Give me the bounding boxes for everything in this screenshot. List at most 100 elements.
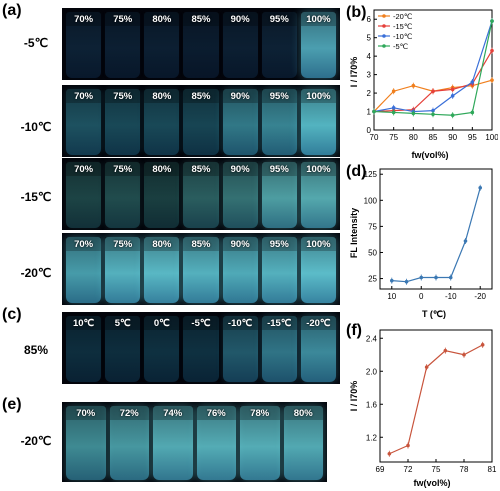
vial-photo-row-2: 70% 75% 80% 85% 90% 95% 100%: [62, 85, 340, 157]
vial-photo-fraction: 70% 72% 74% 76% 78% 80%: [62, 402, 327, 482]
legend-marker: [382, 24, 386, 28]
legend-entry: -10℃: [393, 32, 413, 41]
vial: 80%: [144, 12, 180, 78]
data-point: [406, 443, 410, 448]
vial-label: 0℃: [153, 318, 170, 329]
vial: 90%: [222, 89, 258, 155]
vial-neck: [261, 162, 297, 176]
series-line: [373, 20, 493, 116]
vial: 75%: [105, 237, 141, 303]
chart-b-ylabel: I / I70%: [349, 57, 359, 88]
vial-label: 95%: [269, 91, 289, 102]
vial-neck: [222, 162, 258, 176]
vial: -10℃: [222, 316, 258, 382]
vial-neck: [105, 162, 141, 176]
vial-label: 95%: [269, 14, 289, 25]
data-point: [470, 110, 475, 115]
vial-neck: [183, 316, 219, 330]
vial-neck: [153, 406, 193, 420]
vial-neck: [261, 316, 297, 330]
plot-frame: [379, 168, 493, 290]
vial-label: 85%: [191, 164, 211, 175]
vial-label: 100%: [306, 91, 331, 102]
vial: 0℃: [144, 316, 180, 382]
panel-label-b: (b): [346, 4, 367, 21]
vial-neck: [183, 162, 219, 176]
row-label-minus15: -15℃: [20, 190, 52, 204]
vial: 80%: [283, 406, 323, 480]
legend-marker: [382, 14, 386, 18]
vial: 70%: [66, 237, 102, 303]
vial: 75%: [105, 89, 141, 155]
vial-neck: [66, 316, 102, 330]
vial-label: 85%: [191, 239, 211, 250]
row-label-minus5: -5℃: [23, 36, 49, 50]
vial-neck: [105, 237, 141, 251]
vial: 80%: [144, 237, 180, 303]
legend-marker: [382, 34, 386, 38]
vial-neck: [261, 12, 297, 26]
vial-neck: [66, 162, 102, 176]
data-point: [387, 451, 392, 456]
vial-label: 80%: [152, 164, 172, 175]
vial-label: -10℃: [227, 318, 253, 329]
y-tick-label: 3: [367, 71, 372, 80]
data-point: [490, 48, 494, 53]
vial-label: 85%: [191, 14, 211, 25]
y-tick-label: 25: [368, 275, 377, 284]
vial-neck: [300, 12, 336, 26]
row-label-85: 85%: [23, 343, 49, 357]
data-point: [411, 83, 416, 88]
vial: 95%: [261, 89, 297, 155]
data-point: [450, 113, 455, 118]
data-point: [431, 112, 435, 117]
vial-label: 70%: [74, 14, 94, 25]
vial: 100%: [300, 237, 336, 303]
data-point: [372, 109, 376, 114]
vial-label: 90%: [230, 239, 250, 250]
data-point: [419, 275, 424, 280]
vial-neck: [261, 89, 297, 103]
y-tick-label: 2: [367, 89, 372, 98]
vial-label: 80%: [152, 14, 172, 25]
vial: 80%: [144, 162, 180, 228]
data-point: [391, 89, 396, 94]
vial-neck: [183, 12, 219, 26]
series-line: [373, 79, 493, 112]
data-point: [450, 94, 455, 98]
x-tick-label: 10: [387, 292, 396, 301]
vial-label: 90%: [230, 164, 250, 175]
y-tick-label: 0: [367, 126, 372, 135]
panel-label-f: (f): [346, 322, 362, 339]
series-line: [373, 20, 493, 113]
y-tick-label: 1.6: [366, 400, 378, 409]
y-tick-label: 75: [368, 222, 377, 231]
vial: 85%: [183, 162, 219, 228]
vial-label: -20℃: [306, 318, 331, 329]
x-tick-label: 69: [376, 465, 385, 474]
vial-label: -5℃: [191, 318, 211, 329]
vial-neck: [66, 89, 102, 103]
vial: 100%: [300, 162, 336, 228]
vial: 85%: [183, 89, 219, 155]
vial: 90%: [222, 12, 258, 78]
data-point: [424, 365, 429, 369]
vial-label: 100%: [306, 14, 331, 25]
legend-marker: [382, 44, 386, 48]
vial-label: 90%: [230, 14, 250, 25]
chart-b: 70 75 80 85 90 95 100 0 1 2 3 4 5 6 -20℃-15℃-10℃-5℃ f…: [349, 9, 498, 160]
x-tick-label: 0: [419, 292, 424, 301]
chart-d-ylabel: FL Intensity: [349, 208, 359, 258]
vial-neck: [144, 316, 180, 330]
vial: -5℃: [183, 316, 219, 382]
vial-label: 70%: [76, 408, 96, 419]
legend-entry: -5℃: [393, 42, 409, 51]
vial-label: 80%: [293, 408, 313, 419]
vial: 95%: [261, 12, 297, 78]
data-point: [389, 278, 394, 283]
vial-photo-row-1: 70% 75% 80% 85% 90% 95% 100%: [62, 8, 340, 80]
chart-f: 69 72 75 78 81 1.2 1.6 2.0 2.4 fw(vol%) I / I70%: [349, 329, 497, 488]
vial-neck: [283, 406, 323, 420]
vial-photo-row-4: 70% 75% 80% 85% 90% 95% 100%: [62, 233, 340, 305]
vial-neck: [222, 237, 258, 251]
